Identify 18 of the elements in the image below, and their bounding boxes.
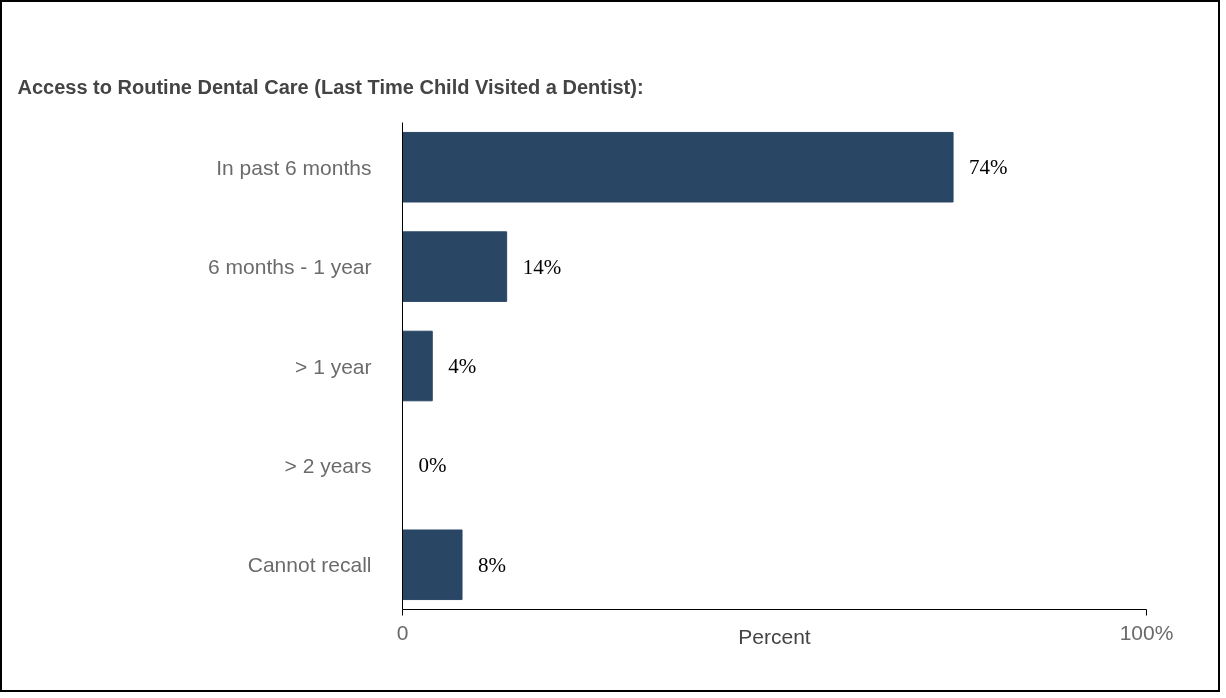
y-tick-label: > 1 year — [295, 354, 372, 378]
x-axis-title: Percent — [738, 624, 811, 648]
data-label: 4% — [448, 354, 477, 378]
data-label: 0% — [418, 453, 447, 478]
bar — [402, 529, 463, 601]
y-tick-label: Cannot recall — [247, 553, 372, 577]
y-tick-label: 6 months - 1 year — [208, 255, 372, 279]
data-label: 74% — [969, 155, 1008, 180]
data-label: 14% — [522, 254, 562, 279]
bar — [402, 330, 433, 402]
x-tick-label: 0 — [396, 620, 409, 644]
bar — [402, 231, 508, 302]
data-label: 8% — [478, 552, 507, 577]
y-tick-label: In past 6 months — [216, 155, 372, 179]
chart-title: Access to Routine Dental Care (Last Time Child Visited a Dentist): — [17, 75, 644, 98]
bar — [402, 131, 954, 203]
x-tick-label: 100% — [1119, 620, 1174, 644]
y-tick-label: > 2 years — [284, 453, 372, 477]
